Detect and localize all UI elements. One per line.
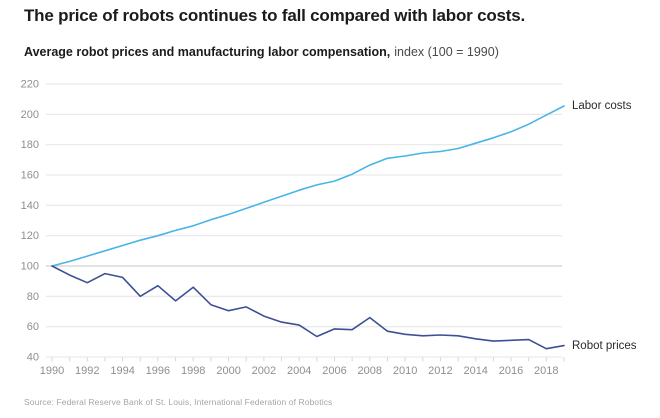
x-tick-label: 2000 <box>216 365 240 377</box>
x-tick-label: 2006 <box>322 365 346 377</box>
x-tick-label: 2018 <box>534 365 558 377</box>
chart-subtitle: Average robot prices and manufacturing l… <box>24 45 499 59</box>
chart-title: The price of robots continues to fall co… <box>24 6 526 25</box>
x-tick-label: 2014 <box>463 365 487 377</box>
labor-costs-line <box>51 105 565 267</box>
y-tick-label: 220 <box>21 79 39 91</box>
y-tick-label: 80 <box>27 291 39 303</box>
y-tick-label: 180 <box>21 139 39 151</box>
robot-prices-line <box>51 265 565 350</box>
gridlines <box>46 83 562 358</box>
x-tick-label: 1990 <box>40 365 64 377</box>
x-tick-label: 2002 <box>252 365 276 377</box>
y-tick-label: 100 <box>21 261 39 273</box>
subtitle-main: Average robot prices and manufacturing l… <box>24 45 391 59</box>
y-tick-label: 40 <box>27 352 39 364</box>
x-tick-label: 2008 <box>358 365 382 377</box>
subtitle-unit: index (100 = 1990) <box>394 45 499 59</box>
x-axis-ticks <box>51 357 565 362</box>
robot-prices-line-label: Robot prices <box>572 340 637 352</box>
x-tick-label: 1998 <box>181 365 205 377</box>
x-tick-label: 2012 <box>428 365 452 377</box>
x-tick-label: 2004 <box>287 365 311 377</box>
labor-costs-line-label: Labor costs <box>572 100 632 112</box>
x-tick-label: 1996 <box>146 365 170 377</box>
y-axis-labels: 40 60 80 100 120 140 160 180 200 220 <box>21 79 39 364</box>
y-tick-label: 200 <box>21 109 39 121</box>
y-tick-label: 140 <box>21 200 39 212</box>
x-tick-label: 1992 <box>75 365 99 377</box>
y-tick-label: 120 <box>21 230 39 242</box>
y-tick-label: 160 <box>21 170 39 182</box>
x-tick-label: 2010 <box>393 365 417 377</box>
x-tick-label: 2016 <box>499 365 523 377</box>
y-tick-label: 60 <box>27 321 39 333</box>
source-attribution: Source: Federal Reserve Bank of St. Loui… <box>24 397 333 407</box>
x-tick-label: 1994 <box>110 365 134 377</box>
x-axis-labels: 1990 1992 1994 1996 1998 2000 2002 2004 2006 2008… <box>40 365 559 377</box>
